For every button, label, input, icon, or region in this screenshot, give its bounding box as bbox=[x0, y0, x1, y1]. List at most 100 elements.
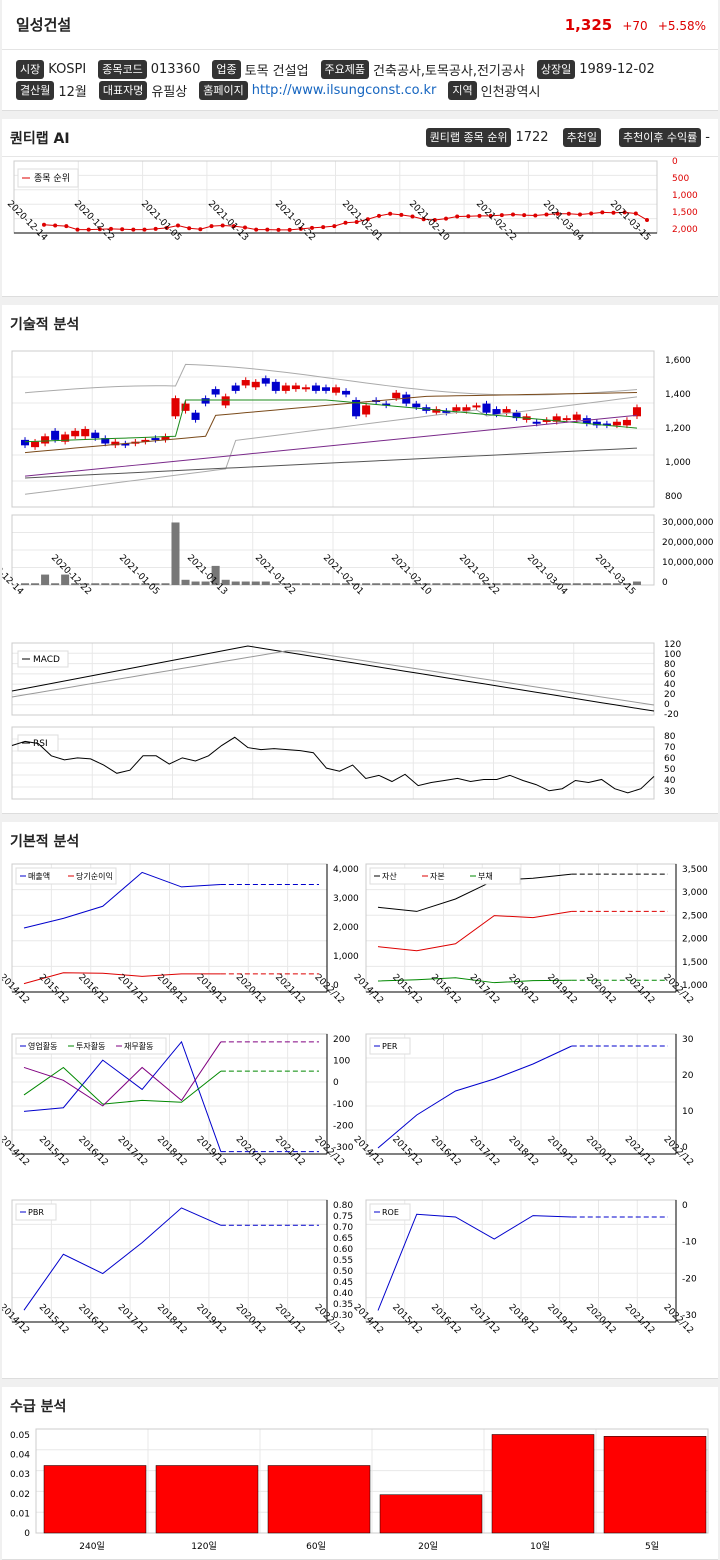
volume-bar bbox=[191, 581, 200, 585]
x-tick-label: 2015/12 bbox=[37, 973, 71, 1007]
info-label: 주요제품 bbox=[320, 59, 370, 79]
quant-title: 퀀티랩 AI bbox=[10, 130, 70, 147]
x-tick-label: 60일 bbox=[306, 1541, 326, 1552]
volume-bar bbox=[472, 583, 481, 585]
candle-body bbox=[191, 412, 200, 420]
candle-body bbox=[602, 423, 611, 426]
volume-bar bbox=[512, 583, 521, 585]
volume-bar bbox=[382, 583, 391, 585]
x-tick-label: 2021-02-10 bbox=[389, 553, 433, 597]
volume-bar bbox=[101, 583, 110, 585]
candle-body bbox=[382, 403, 391, 406]
price-change-pct: +5.58% bbox=[657, 18, 706, 33]
volume-bar bbox=[81, 583, 90, 585]
x-tick-label: 2014/12 bbox=[351, 1303, 385, 1337]
y-tick-label: 0.45 bbox=[333, 1278, 353, 1288]
series-line bbox=[23, 1041, 222, 1107]
volume-bar bbox=[111, 583, 120, 585]
x-tick-label: 2019/12 bbox=[545, 973, 579, 1007]
volume-bar bbox=[502, 583, 511, 585]
rank-point bbox=[142, 227, 147, 232]
rank-point bbox=[53, 223, 58, 228]
y-tick-label: 0.70 bbox=[333, 1223, 353, 1233]
volume-bar bbox=[311, 583, 320, 585]
candle-body bbox=[221, 396, 230, 406]
x-tick-label: 2020-12-14 bbox=[2, 553, 25, 597]
candle-body bbox=[31, 441, 40, 448]
volume-bar bbox=[211, 565, 220, 585]
x-tick-label: 2015/12 bbox=[37, 1303, 71, 1337]
legend-label: 영업활동 bbox=[28, 1041, 57, 1051]
return-value: - bbox=[705, 130, 710, 145]
y-tick-label: 2,500 bbox=[682, 911, 708, 921]
x-tick-label: 2014/12 bbox=[2, 973, 31, 1007]
stock-info: 시장 KOSPI 종목코드 013360 업종 토목 건설업 주요제품 건축공사,토목공사,전… bbox=[2, 50, 718, 110]
y-tick-label: 0 bbox=[664, 700, 670, 710]
legend-box bbox=[369, 1037, 411, 1055]
x-tick-label: 2021-01-05 bbox=[139, 199, 183, 243]
candle-body bbox=[171, 398, 180, 417]
rank-point bbox=[176, 223, 180, 228]
series-line bbox=[23, 871, 221, 929]
rank-point bbox=[231, 224, 236, 229]
flow-title: 수급 분석 bbox=[10, 1399, 67, 1415]
rank-point bbox=[321, 225, 326, 230]
volume-bar bbox=[402, 583, 411, 585]
rank-point bbox=[410, 214, 415, 219]
x-tick-label: 2016/12 bbox=[429, 1303, 463, 1337]
x-tick-label: 2021/12 bbox=[623, 1303, 657, 1337]
homepage-link[interactable]: http://www.ilsungconst.co.kr bbox=[251, 82, 437, 98]
x-tick-label: 2017/12 bbox=[116, 973, 150, 1007]
y-tick-label: 1,000 bbox=[333, 952, 359, 962]
candle-body bbox=[502, 409, 511, 413]
volume-bar bbox=[532, 583, 541, 585]
flow-bar bbox=[43, 1465, 147, 1534]
y-tick-label: 200 bbox=[333, 1035, 350, 1045]
ma-line-purple bbox=[24, 414, 638, 477]
rank-point bbox=[432, 217, 437, 222]
series-line bbox=[377, 910, 572, 952]
candle-body bbox=[91, 432, 100, 439]
ma-line-green bbox=[24, 399, 638, 443]
legend-label: 투자활동 bbox=[76, 1041, 105, 1051]
volume-bar bbox=[271, 583, 280, 585]
x-tick-label: 2021-01-22 bbox=[273, 199, 317, 243]
rank-point bbox=[209, 224, 214, 229]
x-tick-label: 2021/12 bbox=[273, 1303, 307, 1337]
y-tick-label: 1,500 bbox=[682, 958, 708, 968]
x-tick-label: 2015/12 bbox=[390, 1303, 424, 1337]
volume-bar bbox=[301, 583, 310, 585]
candle-body bbox=[281, 385, 290, 391]
volume-bar bbox=[181, 579, 190, 585]
y-tick-label: 0.40 bbox=[333, 1289, 353, 1299]
candle-body bbox=[572, 414, 581, 420]
fundamental-section: 기본적 분석 4,000 3,000 2,000 1,000 0 매출액 당기순이익 2014… bbox=[0, 822, 718, 1379]
flow-bar bbox=[491, 1434, 595, 1534]
y-tick-label: 80 bbox=[664, 660, 676, 670]
volume-bar bbox=[151, 583, 160, 585]
y-tick-label: 3,000 bbox=[682, 888, 708, 898]
candle-body bbox=[291, 385, 300, 390]
candle-body bbox=[161, 436, 170, 440]
x-tick-label: 2021-01-05 bbox=[117, 553, 161, 597]
candle-body bbox=[141, 439, 150, 442]
y-tick-label: 70 bbox=[664, 743, 676, 753]
volume-bar bbox=[572, 583, 581, 585]
y-tick-label: 800 bbox=[665, 492, 682, 502]
legend-label: PBR bbox=[28, 1208, 44, 1217]
rank-point bbox=[522, 213, 527, 218]
rank-point bbox=[645, 217, 649, 222]
x-tick-label: 120일 bbox=[191, 1541, 216, 1552]
y-tick-label: 0.03 bbox=[10, 1470, 30, 1480]
y-tick-label: 1,000 bbox=[682, 981, 708, 991]
candle-body bbox=[432, 409, 441, 413]
x-tick-label: 2022/12 bbox=[661, 1135, 695, 1169]
legend-label: 재무활동 bbox=[124, 1041, 153, 1051]
y-tick-label: 100 bbox=[664, 650, 681, 660]
candle-body bbox=[51, 430, 60, 440]
rank-point bbox=[75, 227, 80, 232]
info-label: 시장 bbox=[16, 59, 45, 79]
y-tick-label: 1,200 bbox=[665, 424, 691, 434]
volume-bar bbox=[71, 583, 80, 585]
candle-body bbox=[111, 441, 120, 446]
